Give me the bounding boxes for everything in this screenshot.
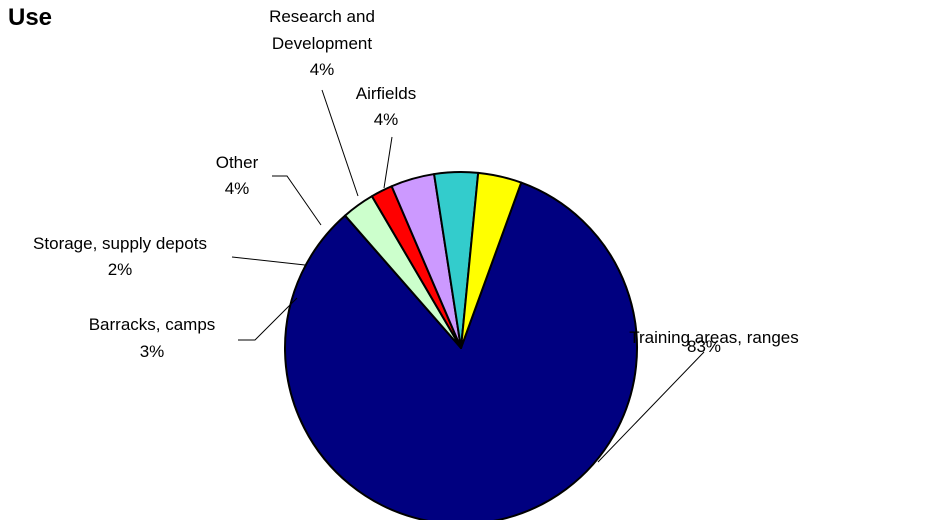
slice-name-label: Training areas, ranges (629, 328, 798, 347)
slice-percent-label: 4% (374, 110, 399, 129)
leader-line (272, 175, 322, 226)
slice-name-label: Research and (269, 7, 375, 26)
slice-percent-label: 4% (310, 60, 335, 79)
leader-line (321, 89, 359, 197)
chart-title: Use (8, 4, 53, 31)
slice-name-label: Development (272, 34, 372, 53)
slice-name-label: Storage, supply depots (33, 234, 207, 253)
pie-slices (284, 171, 638, 520)
slice-name-label: Other (216, 153, 259, 172)
slice-name-label: Barracks, camps (89, 315, 216, 334)
slice-percent-label: 3% (140, 342, 165, 361)
leader-line (231, 256, 306, 266)
leader-line (597, 351, 705, 463)
leader-line (383, 136, 393, 189)
slice-percent-label: 83% (687, 337, 721, 356)
leader-lines (231, 89, 705, 463)
slice-percent-label: 4% (225, 179, 250, 198)
slice-percent-label: 2% (108, 260, 133, 279)
slice-name-label: Airfields (356, 84, 416, 103)
pie-slice (284, 181, 638, 520)
pie-slice (460, 171, 523, 349)
leader-line (238, 297, 298, 341)
